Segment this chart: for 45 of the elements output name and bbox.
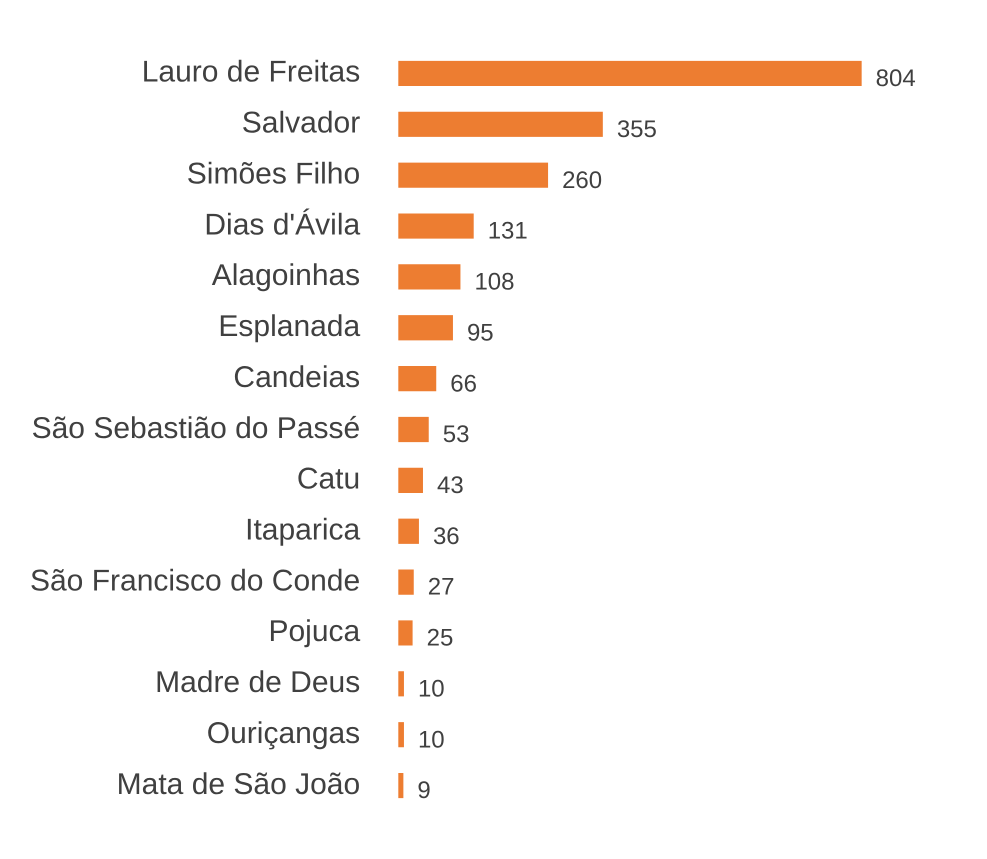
y-tick-label: Esplanada <box>218 310 360 344</box>
y-tick-label: Dias d'Ávila <box>204 207 360 242</box>
bar <box>398 772 404 798</box>
bar <box>398 722 404 748</box>
bar <box>398 162 548 188</box>
bar <box>398 416 429 442</box>
data-label: 43 <box>436 472 464 499</box>
bar <box>398 315 453 340</box>
y-tick-label: São Francisco do Conde <box>30 564 360 598</box>
data-label: 804 <box>876 65 916 92</box>
y-tick-label: Salvador <box>242 106 360 140</box>
data-label: 36 <box>432 522 460 550</box>
bar <box>398 518 419 544</box>
y-tick-label: São Sebastião do Passé <box>32 412 360 445</box>
data-label: 66 <box>450 370 477 398</box>
data-label: 260 <box>562 166 602 194</box>
data-label: 25 <box>426 624 454 652</box>
data-label: 131 <box>488 218 528 245</box>
y-tick-label: Ouriçangas <box>206 716 360 750</box>
data-label: 95 <box>466 319 494 346</box>
bar <box>398 213 474 239</box>
y-tick-label: Candeias <box>233 360 360 394</box>
data-label: 9 <box>417 777 431 804</box>
y-tick-label: Catu <box>296 462 360 496</box>
bar <box>398 112 603 137</box>
y-tick-label: Pojuca <box>268 615 360 648</box>
bar <box>398 264 460 290</box>
y-tick-label: Itaparica <box>245 514 360 546</box>
bar <box>398 366 436 392</box>
bar <box>398 671 404 696</box>
data-label: 108 <box>474 268 514 296</box>
data-label: 10 <box>418 675 445 702</box>
data-label: 355 <box>616 116 657 143</box>
bar <box>398 468 423 493</box>
bar <box>398 570 414 595</box>
data-label: 27 <box>428 574 454 601</box>
y-tick-label: Alagoinhas <box>212 259 360 292</box>
data-label: 53 <box>442 421 470 448</box>
data-label: 10 <box>418 726 445 754</box>
y-tick-label: Lauro de Freitas <box>142 56 360 89</box>
bar <box>398 620 413 646</box>
y-tick-label: Mata de São João <box>116 768 360 801</box>
bar <box>398 60 862 86</box>
y-tick-label: Simões Filho <box>186 157 360 190</box>
y-tick-label: Madre de Deus <box>155 666 360 700</box>
